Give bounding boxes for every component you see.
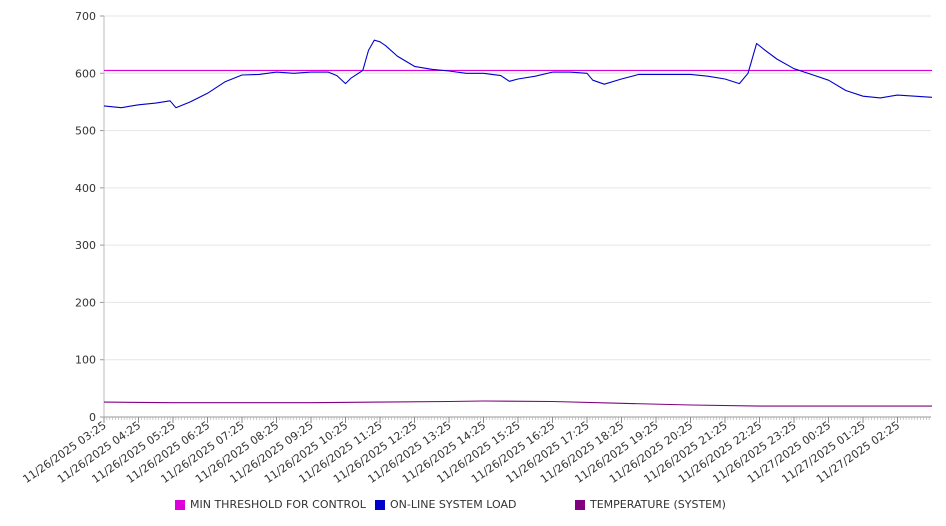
legend-item-system-load: ON-LINE SYSTEM LOAD <box>375 498 516 511</box>
y-tick-label: 200 <box>75 296 96 309</box>
legend-label-temperature: TEMPERATURE (SYSTEM) <box>590 498 726 511</box>
legend-swatch-system-load <box>375 499 385 510</box>
y-tick-label: 300 <box>75 239 96 252</box>
legend-label-system-load: ON-LINE SYSTEM LOAD <box>390 498 517 511</box>
y-tick-labels: 0 100 200 300 400 500 600 700 <box>75 10 96 424</box>
axes <box>100 15 931 423</box>
legend-swatch-temperature <box>575 499 585 510</box>
legend-swatch-min-threshold <box>175 499 185 510</box>
legend-item-temperature: TEMPERATURE (SYSTEM) <box>575 498 726 511</box>
gridlines <box>104 15 931 361</box>
series-line-system-load <box>103 39 933 109</box>
y-tick-label: 400 <box>75 182 96 195</box>
series-lines <box>103 39 933 407</box>
y-tick-label: 500 <box>75 125 96 138</box>
y-tick-label: 700 <box>75 10 96 23</box>
y-tick-label: 0 <box>89 411 96 424</box>
legend-label-min-threshold: MIN THRESHOLD FOR CONTROL <box>190 498 366 511</box>
series-line-temperature <box>103 400 932 407</box>
legend-item-min-threshold: MIN THRESHOLD FOR CONTROL <box>175 498 366 511</box>
y-tick-label: 100 <box>75 354 96 367</box>
y-tick-label: 600 <box>75 67 96 80</box>
